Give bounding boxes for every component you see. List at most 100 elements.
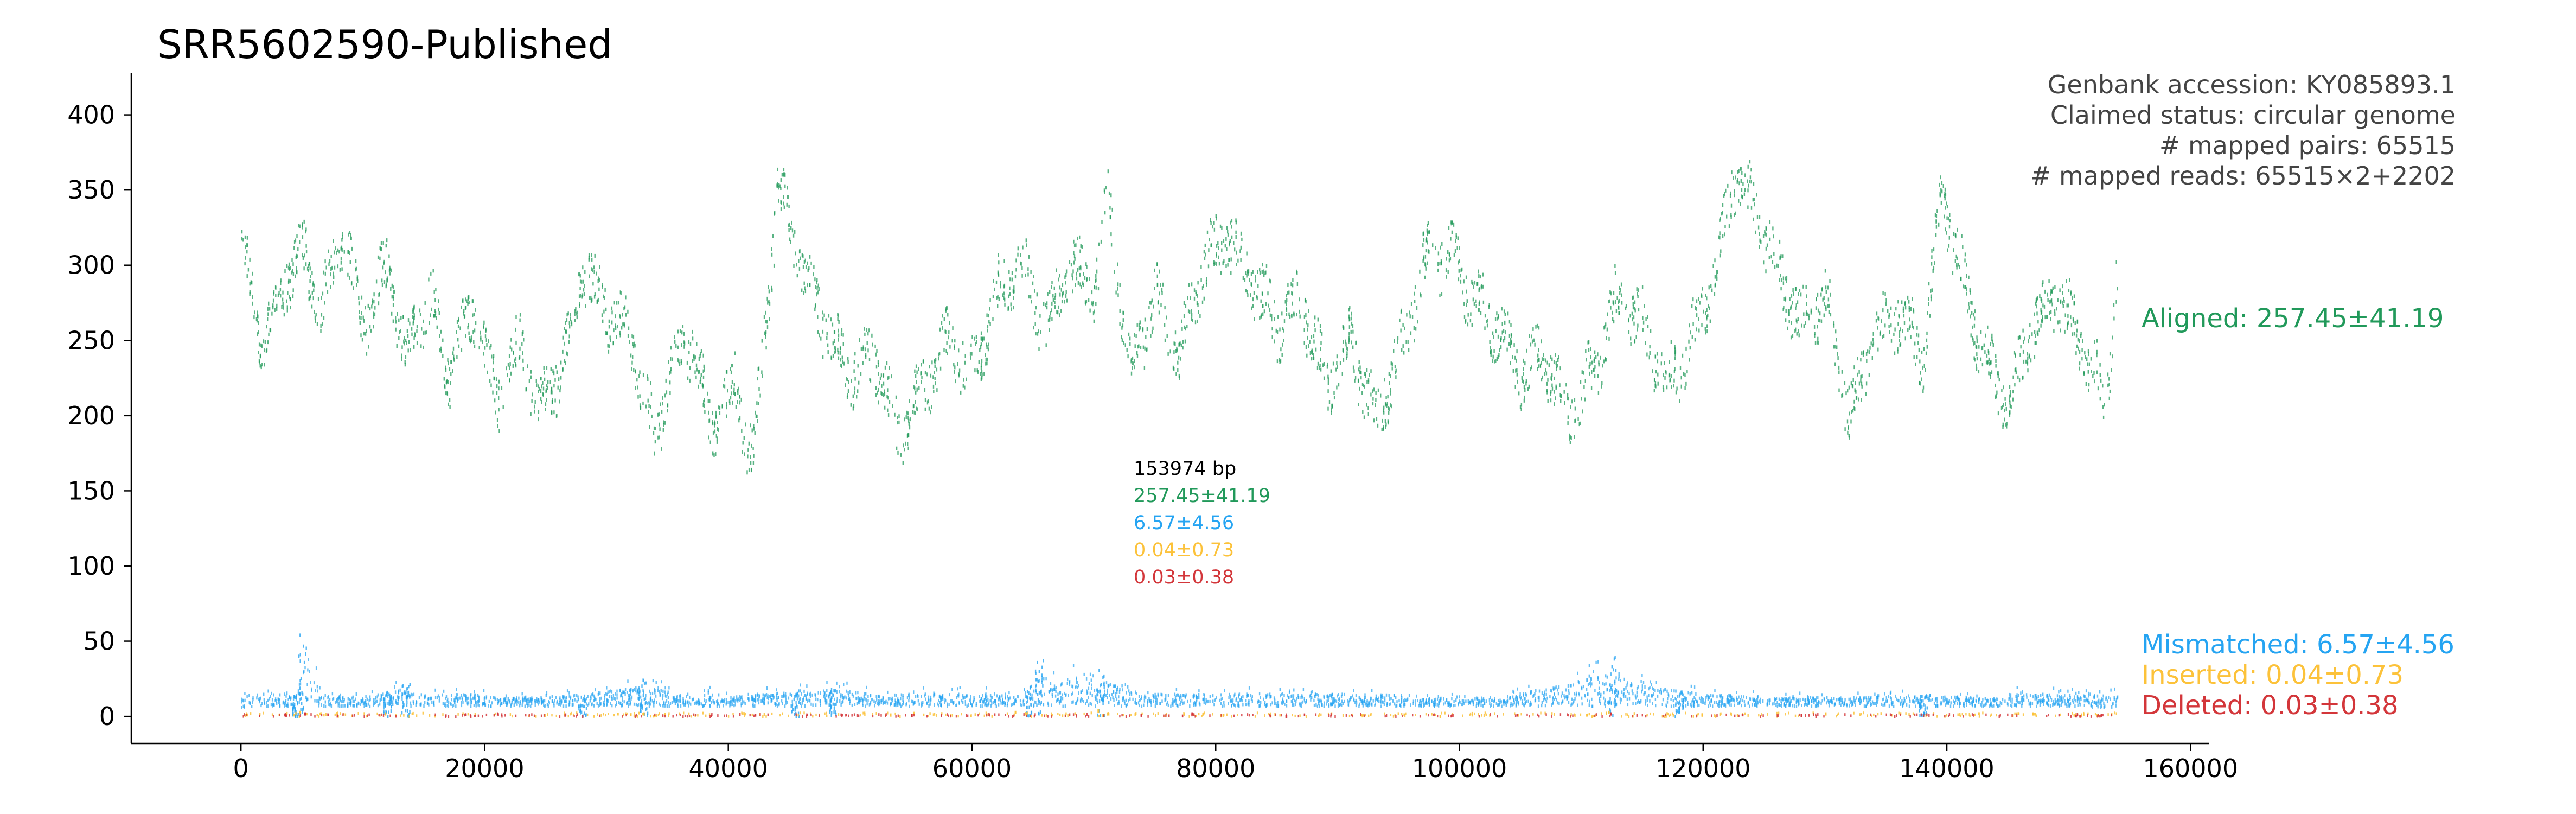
aligned-point [887,413,890,417]
aligned-point [632,355,634,359]
aligned-point [1673,378,1675,383]
aligned-point [771,252,773,257]
aligned-point [664,421,666,425]
aligned-point [416,329,418,333]
aligned-point [1178,342,1180,346]
aligned-point [1035,332,1037,336]
aligned-point [1401,348,1403,352]
mismatched-point [1000,698,1001,702]
aligned-point [1877,326,1878,330]
aligned-point [1551,386,1554,391]
aligned-point [674,339,676,344]
mismatched-point [619,688,621,692]
aligned-point [1439,262,1441,266]
aligned-point [1980,357,1982,361]
aligned-point [358,301,360,306]
aligned-point [2047,292,2048,297]
aligned-point [280,281,282,285]
aligned-point [1817,336,1819,341]
aligned-point [617,325,618,329]
aligned-point [693,357,695,361]
mismatched-point [456,688,457,691]
mismatched-point [691,698,693,702]
aligned-point [1569,435,1571,440]
aligned-point [1428,231,1430,234]
aligned-point [1968,302,1970,306]
aligned-point [1728,224,1730,228]
aligned-point [846,377,847,381]
aligned-point [988,320,990,324]
mismatched-point [866,685,867,689]
mismatched-point [437,696,438,699]
aligned-point [1499,348,1500,352]
mismatched-point [1404,703,1406,707]
mismatched-point [2102,698,2104,702]
aligned-point [732,400,733,405]
aligned-point [1546,360,1548,365]
aligned-point [2042,315,2043,319]
mismatched-point [1944,699,1946,703]
aligned-point [980,363,982,367]
aligned-point [642,373,644,377]
aligned-point [735,405,737,409]
aligned-point [1339,361,1341,365]
mismatched-point [1495,702,1497,705]
mismatched-point [1855,703,1856,707]
aligned-point [1251,306,1252,310]
aligned-point [985,353,986,357]
aligned-point [286,264,288,268]
mismatched-point [834,697,835,701]
aligned-point [1486,323,1488,328]
aligned-point [449,367,451,371]
aligned-point [565,321,566,325]
aligned-point [1151,330,1153,334]
mismatched-point [662,694,664,697]
aligned-point [1376,417,1378,421]
aligned-point [605,307,607,311]
aligned-point [750,455,751,459]
aligned-point [1597,391,1600,395]
aligned-point [1322,363,1324,367]
aligned-point [1234,247,1236,252]
aligned-point [401,353,402,358]
aligned-point [1780,278,1782,282]
aligned-point [1009,277,1011,282]
aligned-point [2014,383,2016,387]
aligned-point [1526,348,1527,353]
aligned-point [1134,359,1135,363]
aligned-point [832,322,834,327]
aligned-point [1390,388,1391,392]
aligned-point [651,414,653,418]
aligned-point [562,349,564,354]
mismatched-point [937,702,939,706]
aligned-point [1710,284,1712,288]
aligned-point [1899,314,1900,319]
aligned-point [1649,351,1651,355]
mismatched-point [1649,699,1651,703]
mismatched-point [1695,697,1696,701]
mismatched-point [1031,703,1032,707]
aligned-point [608,319,610,323]
aligned-point [365,332,367,336]
aligned-point [912,410,914,414]
aligned-point [250,280,252,284]
aligned-point [466,299,468,303]
aligned-point [1124,343,1126,347]
mismatched-point [1889,696,1891,699]
mismatched-point [1194,701,1196,704]
aligned-point [1754,202,1755,207]
aligned-point [582,265,584,270]
aligned-point [1062,283,1064,287]
mismatched-point [1128,699,1129,703]
aligned-point [1500,336,1502,340]
aligned-point [816,285,818,290]
aligned-point [1673,384,1674,388]
mismatched-point [427,698,429,701]
aligned-point [471,299,474,303]
aligned-point [1217,241,1219,245]
aligned-point [540,389,542,393]
aligned-point [1669,378,1671,383]
mismatched-point [1857,691,1859,695]
mismatched-point [1113,690,1114,694]
aligned-point [2028,339,2029,344]
